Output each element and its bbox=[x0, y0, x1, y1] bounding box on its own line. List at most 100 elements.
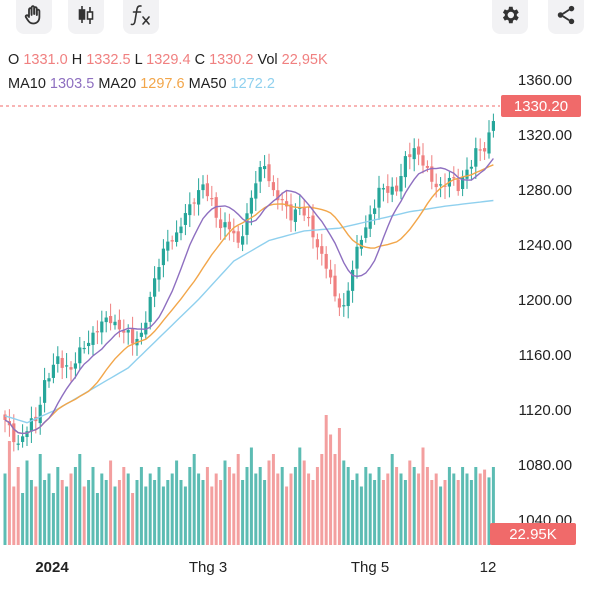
candle-body bbox=[342, 305, 346, 307]
volume-bar bbox=[201, 480, 205, 545]
candle-body bbox=[285, 201, 289, 207]
volume-bar bbox=[166, 480, 170, 545]
last-price-tag: 1330.20 bbox=[501, 95, 581, 118]
volume-bar bbox=[12, 486, 16, 545]
candle-body bbox=[465, 169, 469, 179]
high-value: 1332.5 bbox=[86, 52, 131, 68]
volume-bar bbox=[461, 467, 465, 545]
candle-body bbox=[232, 230, 236, 234]
volume-bar bbox=[315, 467, 319, 545]
candle-body bbox=[280, 199, 284, 201]
volume-bar bbox=[395, 467, 399, 545]
volume-bar bbox=[430, 480, 434, 545]
candle-body bbox=[100, 321, 104, 333]
candle-body bbox=[12, 423, 16, 443]
volume-bars bbox=[3, 415, 495, 545]
gear-icon bbox=[499, 4, 521, 31]
candle-body bbox=[69, 367, 73, 370]
y-tick-label: 1240.00 bbox=[518, 237, 572, 254]
open-label: O bbox=[8, 52, 20, 68]
candle-body bbox=[324, 253, 328, 269]
candle-body bbox=[25, 431, 29, 438]
volume-bar bbox=[197, 473, 201, 545]
volume-bar bbox=[139, 467, 143, 545]
volume-bar bbox=[131, 493, 135, 545]
volume-bar bbox=[153, 480, 157, 545]
volume-bar bbox=[377, 467, 381, 545]
share-button[interactable] bbox=[548, 0, 584, 34]
volume-bar bbox=[29, 480, 33, 545]
volume-bar bbox=[474, 467, 478, 545]
volume-bar bbox=[175, 460, 179, 545]
candle-body bbox=[267, 164, 271, 182]
y-tick-label: 1160.00 bbox=[518, 347, 571, 364]
volume-bar bbox=[478, 473, 482, 545]
ma20-value: 1297.6 bbox=[140, 76, 185, 92]
volume-bar bbox=[373, 480, 377, 545]
volume-bar bbox=[3, 473, 7, 545]
ma50-value: 1272.2 bbox=[230, 76, 275, 92]
chart-type-button[interactable] bbox=[68, 0, 104, 34]
volume-bar bbox=[258, 467, 262, 545]
x-tick-label: Thg 3 bbox=[189, 559, 227, 576]
candle-body bbox=[439, 184, 443, 186]
volume-bar bbox=[434, 473, 438, 545]
candle-body bbox=[188, 204, 192, 216]
ma50-line bbox=[4, 199, 494, 424]
candle-body bbox=[223, 222, 227, 228]
volume-value: 22,95K bbox=[281, 52, 328, 68]
volume-bar bbox=[452, 473, 456, 545]
candle-body bbox=[183, 213, 187, 225]
candle-body bbox=[412, 148, 416, 160]
candle-body bbox=[434, 183, 438, 188]
y-tick-label: 1200.00 bbox=[518, 292, 572, 309]
volume-bar bbox=[78, 454, 82, 545]
volume-bar bbox=[280, 467, 284, 545]
candle-body bbox=[478, 149, 482, 151]
volume-tag: 22.95K bbox=[490, 523, 576, 545]
volume-bar bbox=[381, 480, 385, 545]
candle-body bbox=[179, 226, 183, 234]
volume-bar bbox=[73, 467, 77, 545]
x-tick-label: Thg 5 bbox=[351, 559, 389, 576]
volume-bar bbox=[249, 447, 253, 545]
volume-bar bbox=[443, 480, 447, 545]
moving-averages bbox=[4, 158, 494, 435]
candle-body bbox=[337, 298, 341, 308]
candle-body bbox=[359, 239, 363, 249]
candle-body bbox=[469, 166, 473, 169]
volume-bar bbox=[135, 480, 139, 545]
y-axis: 1360.00 1320.00 1280.00 1240.00 1200.00 1160.… bbox=[518, 72, 572, 529]
candle-body bbox=[170, 240, 174, 242]
volume-bar bbox=[298, 447, 302, 545]
volume-bar bbox=[91, 467, 95, 545]
volume-bar bbox=[337, 428, 341, 545]
volume-bar bbox=[355, 473, 359, 545]
volume-bar bbox=[179, 480, 183, 545]
ma10-line bbox=[4, 158, 494, 435]
candle-body bbox=[157, 267, 161, 280]
candle-body bbox=[16, 443, 20, 445]
candle-body bbox=[148, 296, 152, 322]
candle-body bbox=[91, 332, 95, 345]
settings-button[interactable] bbox=[492, 0, 528, 34]
volume-bar bbox=[104, 480, 108, 545]
candle-body bbox=[21, 436, 25, 442]
volume-bar bbox=[333, 454, 337, 545]
candle-body bbox=[333, 275, 337, 297]
volume-bar bbox=[351, 480, 355, 545]
indicators-button[interactable] bbox=[123, 0, 159, 34]
volume-bar bbox=[236, 454, 240, 545]
last-price-label: 1330.20 bbox=[514, 98, 568, 115]
candle-body bbox=[241, 236, 245, 245]
volume-bar bbox=[276, 473, 280, 545]
close-value: 1330.2 bbox=[209, 52, 254, 68]
hand-tool-button[interactable] bbox=[16, 0, 52, 34]
ma20-line bbox=[4, 164, 494, 435]
volume-bar bbox=[329, 434, 333, 545]
volume-bar bbox=[56, 467, 60, 545]
candlesticks bbox=[3, 113, 495, 452]
volume-bar bbox=[183, 486, 187, 545]
candle-body bbox=[311, 215, 315, 238]
